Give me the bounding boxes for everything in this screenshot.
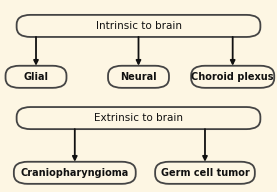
- Text: Neural: Neural: [120, 72, 157, 82]
- FancyBboxPatch shape: [108, 66, 169, 88]
- FancyBboxPatch shape: [14, 162, 136, 184]
- Text: Choroid plexus: Choroid plexus: [191, 72, 274, 82]
- FancyBboxPatch shape: [191, 66, 274, 88]
- FancyBboxPatch shape: [155, 162, 255, 184]
- Text: Intrinsic to brain: Intrinsic to brain: [96, 21, 181, 31]
- FancyBboxPatch shape: [17, 107, 260, 129]
- FancyBboxPatch shape: [6, 66, 66, 88]
- Text: Craniopharyngioma: Craniopharyngioma: [21, 168, 129, 178]
- Text: Germ cell tumor: Germ cell tumor: [161, 168, 249, 178]
- Text: Glial: Glial: [24, 72, 48, 82]
- Text: Extrinsic to brain: Extrinsic to brain: [94, 113, 183, 123]
- FancyBboxPatch shape: [17, 15, 260, 37]
